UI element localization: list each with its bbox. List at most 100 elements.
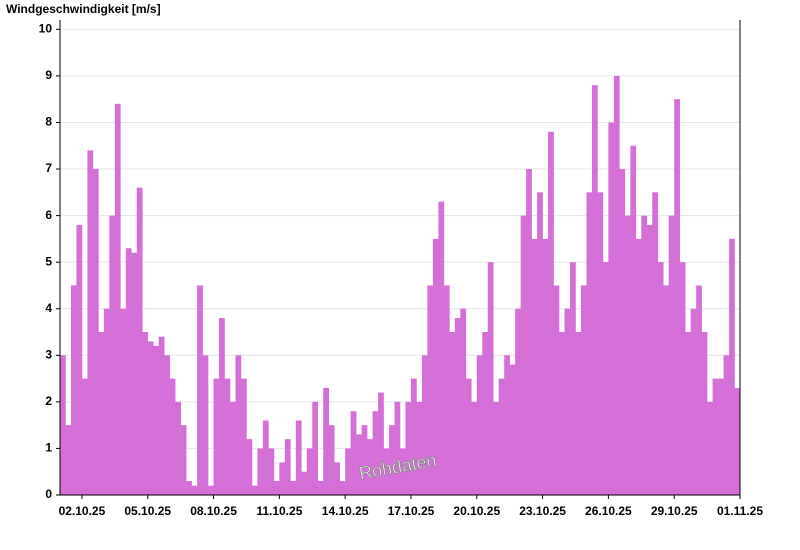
bar [153,345,160,495]
bar [120,308,127,495]
bar [197,285,203,495]
bar [317,481,324,495]
bar [279,462,286,495]
bar [103,308,110,495]
bar [602,262,609,495]
bar [476,355,483,495]
bar [114,103,121,495]
bar [301,471,308,495]
y-tick-label: 8 [45,115,52,129]
bar [230,401,236,495]
bar [520,215,527,495]
bar [679,262,686,495]
bar [685,332,691,495]
bar [564,308,571,495]
bar [712,378,719,495]
bar [240,378,247,495]
bar [608,122,615,495]
bar [657,262,664,495]
bar [142,332,149,495]
bar [372,411,379,495]
x-tick-label: 14.10.25 [322,504,369,518]
bar [191,485,198,495]
y-tick-label: 0 [45,487,52,501]
bar [718,378,724,495]
y-tick-label: 5 [45,254,52,268]
bar [136,187,143,495]
bar [454,318,461,495]
bar [186,481,192,495]
y-tick-label: 7 [45,161,52,175]
bar [635,238,642,495]
bar [65,425,72,495]
bar [570,262,576,495]
bar [482,332,489,495]
bar [350,411,357,495]
bar [235,355,242,495]
x-tick-label: 11.10.25 [256,504,302,518]
y-tick-label: 4 [45,301,52,315]
bar [597,192,604,495]
bar [734,387,741,495]
bar [465,378,472,495]
x-tick-label: 23.10.25 [519,504,566,518]
bar [509,364,516,495]
bar [493,401,500,495]
bar [262,420,269,495]
bar [526,169,532,496]
bar [246,439,253,495]
x-tick-label: 02.10.25 [59,504,106,518]
bar [723,355,730,495]
bar [674,99,680,496]
bar [323,387,330,495]
y-tick-label: 3 [45,347,52,361]
y-tick-label: 10 [39,21,53,35]
bar [295,420,302,495]
bar [290,481,297,495]
bar [92,169,99,496]
bar [60,355,66,495]
bar [405,401,412,495]
bar [591,85,598,495]
bar [652,192,659,495]
y-tick-label: 1 [45,441,52,455]
bar [696,285,702,495]
bar [345,448,351,495]
bar [378,392,384,495]
bar [707,401,713,495]
bar [575,332,582,495]
bar [586,192,593,495]
x-tick-label: 26.10.25 [585,504,632,518]
bar [273,481,280,495]
bar [284,439,291,495]
bar [109,215,116,495]
bar [580,285,587,495]
bar [81,378,88,495]
bar [400,448,406,495]
bar [416,401,423,495]
bar [213,378,220,495]
bar [619,169,626,496]
bar [729,238,735,495]
bar [202,355,209,495]
bar [548,131,554,495]
bar [394,401,401,495]
bar [306,448,313,495]
bar [613,75,620,495]
x-tick-label: 17.10.25 [388,504,435,518]
bar [367,439,373,495]
bar [410,378,417,495]
bar [487,262,494,495]
bar [147,341,154,495]
bar [559,332,565,495]
x-tick-label: 08.10.25 [190,504,237,518]
bar [542,238,549,495]
bar [224,378,231,495]
bar [169,378,176,495]
bar [515,308,521,495]
bar [537,192,543,495]
bar [504,355,510,495]
bar [624,215,631,495]
bar [438,201,445,495]
bar [175,401,181,495]
